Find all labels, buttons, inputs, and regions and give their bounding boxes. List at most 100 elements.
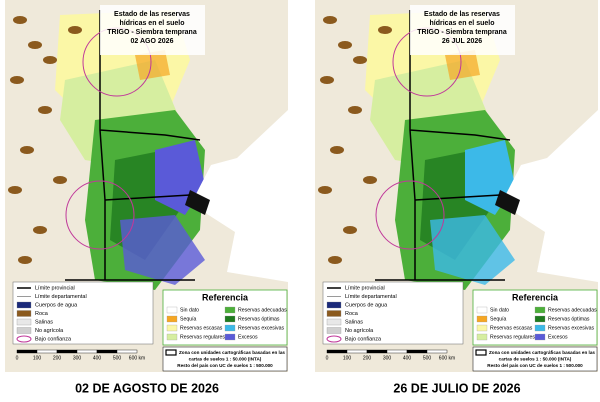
- map-title: Estado de las reservas: [424, 11, 500, 18]
- reference-label: Reservas excesivas: [238, 325, 285, 331]
- legend-swatch: [326, 327, 342, 334]
- legend-label: Bajo confianza: [35, 336, 72, 342]
- rock-area: [318, 186, 332, 194]
- reference-label: Reservas escasas: [490, 325, 533, 331]
- map-caption: 26 DE JULIO DE 2026: [393, 381, 520, 395]
- map-date: 26 JUL 2026: [442, 38, 482, 45]
- legend-label: Límite provincial: [35, 285, 75, 291]
- scale-label: 600 km: [129, 355, 145, 361]
- reference-swatch: [166, 333, 178, 341]
- reference-label: Excesos: [548, 334, 568, 340]
- legend-swatch: [16, 318, 32, 326]
- scale-label: 400: [93, 355, 102, 361]
- reference-swatch: [224, 315, 236, 323]
- river-plate: [185, 190, 210, 215]
- legend-swatch: [326, 318, 342, 326]
- scale-label: 0: [16, 355, 19, 361]
- note-text: Zona con unidades cartográficas basadas …: [489, 350, 595, 355]
- reference-swatch: [534, 324, 546, 332]
- reference-label: Reservas excesivas: [548, 325, 595, 331]
- legend-label: Cuerpos de agua: [345, 302, 388, 308]
- scale-label: 300: [383, 355, 392, 361]
- reference-swatch: [166, 324, 178, 332]
- reference-label: Reservas óptimas: [238, 316, 280, 322]
- legend-label: Cuerpos de agua: [35, 302, 78, 308]
- left-legend-box: [12, 281, 154, 345]
- scale-label: 500: [113, 355, 122, 361]
- rock-area: [323, 16, 337, 24]
- rock-area: [13, 16, 27, 24]
- reference-label: Sin dato: [490, 307, 509, 313]
- rock-area: [53, 176, 67, 184]
- legend-label: Salinas: [345, 319, 363, 325]
- low-confidence: [375, 180, 445, 250]
- rock-area: [378, 26, 392, 34]
- scale-label: 200: [363, 355, 372, 361]
- scale-bar: [346, 349, 368, 354]
- scale-label: 300: [73, 355, 82, 361]
- rock-area: [43, 56, 57, 64]
- map-panel: Estado de las reservas hídricas en el sue…: [5, 0, 288, 395]
- reference-label: Excesos: [238, 334, 258, 340]
- rock-area: [18, 256, 32, 264]
- river-plate: [495, 190, 520, 215]
- reference-swatch: [224, 306, 236, 314]
- reference-swatch: [224, 324, 236, 332]
- legend-label: Límite provincial: [345, 285, 385, 291]
- scale-bar: [56, 349, 78, 354]
- legend-swatch: [16, 327, 32, 334]
- reference-title: Referencia: [202, 292, 249, 302]
- reference-label: Sequía: [180, 316, 197, 322]
- map-title: TRIGO - Siembra temprana: [417, 29, 507, 36]
- reference-swatch: [476, 315, 488, 323]
- reference-swatch: [224, 333, 236, 341]
- rock-area: [20, 146, 34, 154]
- rock-area: [343, 226, 357, 234]
- rock-area: [330, 146, 344, 154]
- rock-area: [38, 106, 52, 114]
- scale-label: 200: [53, 355, 62, 361]
- note-swatch: [475, 349, 487, 356]
- title-box: [100, 5, 205, 55]
- legend-label: No agrícola: [35, 328, 64, 334]
- legend-label: Roca: [345, 311, 359, 317]
- legend-label: Límite departamental: [35, 294, 87, 300]
- scale-label: 100: [343, 355, 352, 361]
- scale-bar: [426, 349, 448, 354]
- rock-area: [363, 176, 377, 184]
- rock-area: [28, 41, 42, 49]
- note-text: Zona con unidades cartográficas basadas …: [179, 350, 285, 355]
- dry-region: [135, 50, 170, 80]
- map-title: Estado de las reservas: [114, 11, 190, 18]
- low-confidence: [65, 180, 135, 250]
- map-panel: Estado de las reservas hídricas en el sue…: [315, 0, 598, 395]
- reference-label: Reservas escasas: [180, 325, 223, 331]
- reference-swatch: [534, 315, 546, 323]
- scale-bar: [36, 349, 58, 354]
- rock-area: [328, 256, 342, 264]
- reference-label: Reservas regulares: [180, 334, 225, 340]
- reference-swatch: [534, 306, 546, 314]
- reference-swatch: [476, 324, 488, 332]
- map-caption: 02 DE AGOSTO DE 2026: [75, 381, 219, 395]
- map-title: hídricas en el suelo: [430, 20, 495, 27]
- note-box: [162, 346, 288, 372]
- note-text: cartas de suelos 1 : 50.000 (INTA): [499, 357, 572, 362]
- rock-area: [338, 41, 352, 49]
- scale-label: 600 km: [439, 355, 455, 361]
- scale-bar: [96, 349, 118, 354]
- left-legend-box: [322, 281, 464, 345]
- reference-label: Reservas adecuadas: [548, 307, 597, 313]
- reference-swatch: [476, 333, 488, 341]
- dry-region: [445, 50, 480, 80]
- rock-area: [320, 76, 334, 84]
- scale-bar: [406, 349, 428, 354]
- map-date: 02 AGO 2026: [131, 38, 174, 45]
- note-swatch: [165, 349, 177, 356]
- scale-label: 500: [423, 355, 432, 361]
- ocean: [195, 110, 288, 282]
- scale-label: 100: [33, 355, 42, 361]
- legend-label: Bajo confianza: [345, 336, 382, 342]
- reference-label: Sequía: [490, 316, 507, 322]
